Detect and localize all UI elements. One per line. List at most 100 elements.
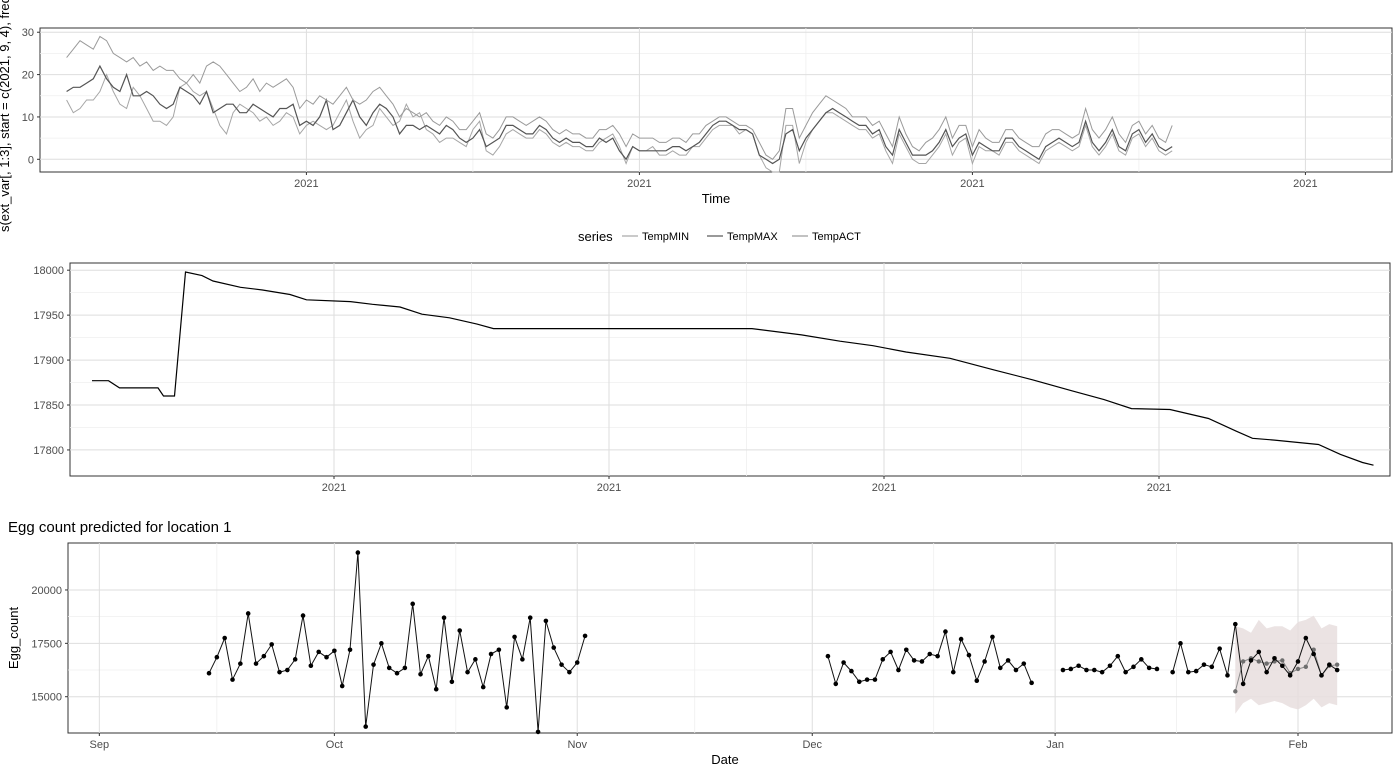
- egg-count-point: [261, 653, 267, 659]
- egg-count-point: [1005, 658, 1011, 663]
- egg-count-point: [308, 663, 314, 669]
- egg-count-point: [238, 661, 243, 666]
- egg-count-point: [1248, 658, 1254, 663]
- temperature-x-tick-label: 2021: [294, 178, 318, 190]
- egg-count-point: [1311, 651, 1316, 657]
- egg-count-point: [394, 670, 400, 676]
- egg-count-point: [1170, 669, 1175, 675]
- egg-count-point: [1217, 646, 1222, 651]
- egg-count-y-tick-label: 17500: [31, 638, 62, 650]
- cumulative-panel-frame: [69, 262, 1391, 477]
- egg-count-point: [864, 677, 870, 682]
- cumulative-x-tick-label: 2021: [597, 482, 621, 494]
- egg-count-point: [457, 628, 463, 633]
- cumulative-x-ticks: 2021 2021 2021 2021: [322, 476, 1171, 494]
- egg-count-point: [1287, 673, 1293, 678]
- egg-count-point: [982, 659, 987, 664]
- egg-count-point: [433, 686, 439, 692]
- egg-count-point: [1256, 649, 1262, 655]
- temperature-x-ticks: 2021 2021 2021 2021: [294, 172, 1318, 190]
- egg-count-point: [950, 669, 956, 675]
- egg-count-point: [1021, 661, 1027, 666]
- egg-count-point: [206, 670, 212, 676]
- egg-count-point: [285, 667, 290, 673]
- series-legend: series TempMIN TempMAX TempACT: [578, 229, 861, 244]
- egg-count-point: [1146, 665, 1152, 671]
- temperature-y-tick-label: 30: [22, 27, 34, 39]
- egg-count-title: Egg count predicted for location 1: [8, 519, 231, 536]
- egg-count-point: [480, 684, 486, 690]
- egg-count-point: [324, 654, 329, 660]
- egg-count-x-tick-label: Feb: [1289, 739, 1308, 751]
- forecast-point: [1240, 659, 1246, 664]
- egg-count-point: [347, 647, 353, 653]
- legend-label-tempmax: TempMAX: [727, 231, 778, 243]
- egg-count-point: [935, 653, 940, 659]
- egg-count-point: [574, 660, 580, 665]
- egg-count-point: [896, 667, 901, 673]
- temperature-y-ticks: 0 10 20 30: [22, 27, 40, 166]
- egg-count-point: [1233, 621, 1238, 627]
- cumulative-y-tick-label: 17900: [33, 355, 64, 367]
- egg-count-y-tick-label: 20000: [31, 585, 62, 597]
- legend-label-tempact: TempACT: [812, 231, 861, 243]
- egg-count-point: [825, 653, 831, 659]
- egg-count-point: [974, 678, 980, 683]
- egg-count-point: [833, 681, 839, 687]
- egg-count-panel-frame: [67, 542, 1393, 734]
- temperature-panel: 0 10 20 30 2021 2021 2021 2021 Time s(ext_var[…: [0, 0, 1393, 232]
- egg-count-point: [355, 550, 361, 555]
- egg-count-point: [1123, 669, 1128, 675]
- egg-count-point: [1303, 635, 1309, 641]
- egg-count-point: [1209, 664, 1215, 670]
- egg-count-point: [512, 634, 517, 640]
- temperature-x-tick-label: 2021: [960, 178, 984, 190]
- egg-count-point: [966, 652, 972, 658]
- forecast-point: [1264, 661, 1269, 666]
- egg-count-point: [277, 669, 282, 675]
- egg-count-point: [1091, 667, 1097, 673]
- egg-count-point: [245, 611, 251, 616]
- cumulative-line: [92, 271, 1374, 466]
- egg-count-y-axis-title: Egg_count: [6, 607, 21, 670]
- egg-count-point: [1327, 662, 1332, 667]
- egg-count-point: [582, 633, 588, 639]
- egg-count-point: [567, 669, 572, 675]
- egg-count-y-ticks: 15000 17500 20000: [31, 585, 68, 704]
- egg-count-point: [1193, 668, 1199, 674]
- egg-count-point: [927, 651, 933, 657]
- egg-count-point: [1013, 667, 1019, 673]
- cumulative-y-tick-label: 18000: [33, 265, 64, 277]
- egg-count-point: [426, 653, 431, 659]
- egg-count-point: [386, 665, 392, 671]
- egg-count-point: [1068, 666, 1074, 672]
- egg-count-point: [551, 645, 557, 650]
- egg-count-x-tick-label: Nov: [567, 739, 587, 751]
- egg-count-point: [903, 647, 909, 653]
- egg-count-x-tick-label: Dec: [802, 739, 822, 751]
- egg-count-point: [1107, 663, 1113, 669]
- egg-count-x-tick-label: Oct: [326, 739, 343, 751]
- egg-count-point: [880, 657, 886, 662]
- egg-count-point: [418, 671, 423, 677]
- egg-count-point: [943, 629, 948, 634]
- egg-count-point: [990, 634, 995, 640]
- egg-count-point: [1225, 673, 1230, 678]
- egg-count-point: [371, 662, 376, 667]
- egg-count-point: [958, 636, 964, 642]
- egg-count-point: [1084, 667, 1089, 673]
- egg-count-point: [496, 647, 502, 653]
- egg-count-point: [559, 662, 564, 667]
- egg-count-point: [488, 651, 494, 657]
- egg-count-point: [872, 677, 878, 682]
- egg-count-point: [332, 648, 337, 654]
- cumulative-x-tick-label: 2021: [322, 482, 346, 494]
- egg-count-x-tick-label: Sep: [90, 739, 110, 751]
- egg-count-point: [363, 724, 369, 729]
- temperature-y-tick-label: 20: [22, 70, 34, 82]
- egg-count-point: [856, 679, 862, 685]
- egg-count-point: [520, 657, 525, 662]
- forecast-point: [1295, 666, 1301, 672]
